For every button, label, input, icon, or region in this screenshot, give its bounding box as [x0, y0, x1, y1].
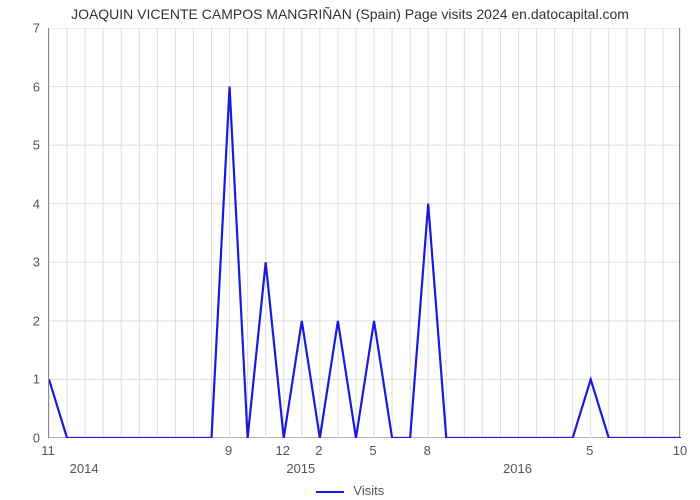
- legend: Visits: [0, 483, 700, 498]
- x-tick-label: 2: [315, 443, 322, 458]
- chart-svg: [49, 28, 681, 438]
- chart-title: JOAQUIN VICENTE CAMPOS MANGRIÑAN (Spain)…: [0, 6, 700, 22]
- y-tick-label: 3: [0, 255, 40, 270]
- y-tick-label: 2: [0, 313, 40, 328]
- x-major-label: 2015: [286, 461, 315, 476]
- chart-container: JOAQUIN VICENTE CAMPOS MANGRIÑAN (Spain)…: [0, 0, 700, 500]
- y-tick-label: 1: [0, 372, 40, 387]
- legend-label: Visits: [353, 483, 384, 498]
- y-tick-label: 7: [0, 21, 40, 36]
- x-tick-label: 8: [424, 443, 431, 458]
- x-major-label: 2014: [70, 461, 99, 476]
- x-tick-label: 11: [41, 443, 55, 458]
- y-tick-label: 4: [0, 196, 40, 211]
- x-tick-label: 9: [225, 443, 232, 458]
- y-tick-label: 5: [0, 138, 40, 153]
- y-tick-label: 6: [0, 79, 40, 94]
- x-tick-label: 5: [586, 443, 593, 458]
- plot-area: [48, 28, 680, 438]
- x-tick-label: 5: [369, 443, 376, 458]
- x-major-label: 2016: [503, 461, 532, 476]
- legend-line-icon: [316, 491, 344, 493]
- x-tick-label: 10: [673, 443, 687, 458]
- y-tick-label: 0: [0, 431, 40, 446]
- x-tick-label: 12: [276, 443, 290, 458]
